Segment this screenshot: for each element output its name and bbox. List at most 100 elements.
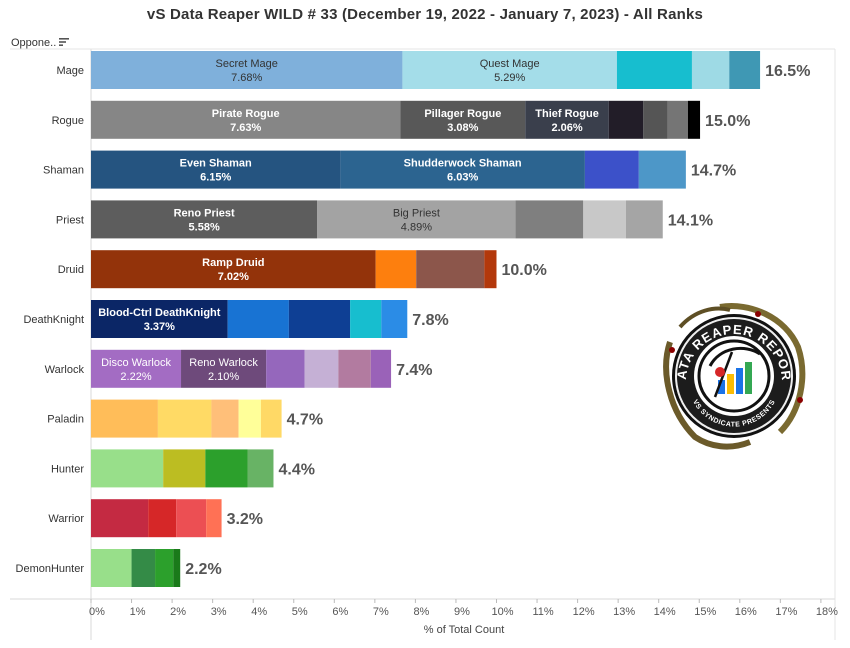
x-tick-label: 10% [491, 606, 513, 618]
segment-label: Reno Priest [174, 207, 235, 219]
segment-value-label: 2.10% [208, 371, 239, 383]
bar-segment[interactable] [91, 51, 403, 89]
x-tick-label: 8% [413, 606, 429, 618]
segment-value-label: 7.63% [230, 122, 261, 134]
row-total-label: 4.7% [287, 412, 323, 429]
row-label-paladin: Paladin [47, 414, 84, 426]
row-label-deathknight: DeathKnight [23, 314, 84, 326]
bar-segment[interactable] [400, 100, 526, 139]
bar-segment[interactable] [176, 499, 207, 538]
bar-segment[interactable] [625, 200, 663, 239]
bar-segment[interactable] [260, 399, 282, 438]
segment-value-label: 3.37% [144, 321, 175, 333]
row-total-label: 15.0% [705, 113, 750, 130]
x-axis-title: % of Total Count [424, 624, 505, 636]
row-label-priest: Priest [56, 214, 84, 226]
bar-segment[interactable] [91, 499, 149, 538]
segment-label: Shudderwock Shaman [404, 158, 522, 170]
segment-value-label: 7.02% [218, 271, 249, 283]
bar-segment[interactable] [91, 250, 376, 289]
segment-value-label: 5.58% [189, 221, 220, 233]
row-label-mage: Mage [56, 65, 84, 77]
x-tick-label: 0% [89, 606, 105, 618]
bar-segment[interactable] [416, 250, 485, 289]
bar-segment[interactable] [181, 349, 267, 388]
x-tick-label: 3% [211, 606, 227, 618]
bar-segment[interactable] [157, 399, 212, 438]
bar-segment[interactable] [91, 349, 182, 388]
bar-segment[interactable] [616, 51, 692, 89]
segment-label: Disco Warlock [101, 357, 171, 369]
segment-label: Blood-Ctrl DeathKnight [98, 307, 221, 319]
bar-segment[interactable] [687, 100, 701, 139]
bar-segment[interactable] [304, 349, 339, 388]
bar-segment[interactable] [375, 250, 417, 289]
x-tick-label: 7% [373, 606, 389, 618]
segment-value-label: 6.15% [200, 172, 231, 184]
row-label-warlock: Warlock [45, 364, 85, 376]
segment-label: Pirate Rogue [212, 108, 280, 120]
bar-segment[interactable] [238, 399, 261, 438]
data-reaper-report-logo: DATA REAPER REPORT VS SYNDICATE PRESENTS [660, 302, 806, 450]
row-label-hunter: Hunter [51, 463, 84, 475]
segment-value-label: 6.03% [447, 172, 478, 184]
bar-segment[interactable] [211, 399, 239, 438]
segment-value-label: 2.06% [551, 122, 582, 134]
row-total-label: 7.4% [396, 362, 432, 379]
bar-segment[interactable] [525, 100, 609, 139]
x-tick-label: 12% [573, 606, 595, 618]
bar-segment[interactable] [608, 100, 644, 139]
segment-label: Thief Rogue [535, 108, 599, 120]
bar-segment[interactable] [91, 449, 164, 488]
bar-segment[interactable] [317, 200, 516, 239]
bar-segment[interactable] [227, 300, 289, 338]
opponent-axis-header[interactable]: Oppone.. [11, 37, 57, 49]
bar-segment[interactable] [91, 150, 341, 189]
segment-label: Secret Mage [216, 58, 278, 70]
row-label-demonhunter: DemonHunter [16, 563, 85, 575]
bar-segment[interactable] [691, 51, 730, 89]
bar-segment[interactable] [173, 549, 181, 587]
row-total-label: 16.5% [765, 63, 810, 80]
bar-segment[interactable] [163, 449, 206, 488]
bar-segment[interactable] [338, 349, 371, 388]
bar-segment[interactable] [206, 499, 222, 538]
bar-segment[interactable] [288, 300, 351, 338]
bar-segment[interactable] [247, 449, 274, 488]
bar-segment[interactable] [402, 51, 617, 89]
row-total-label: 10.0% [502, 262, 547, 279]
x-tick-label: 6% [332, 606, 348, 618]
segment-value-label: 4.89% [401, 221, 432, 233]
bar-segment[interactable] [266, 349, 305, 388]
chart-title: vS Data Reaper WILD # 33 (December 19, 2… [146, 6, 704, 23]
row-total-label: 14.1% [668, 212, 713, 229]
bar-segment[interactable] [91, 399, 158, 438]
sort-icon[interactable] [58, 37, 70, 47]
x-tick-label: 11% [532, 606, 553, 618]
bar-segment[interactable] [484, 250, 497, 289]
bar-segment[interactable] [148, 499, 177, 538]
segment-label: Quest Mage [480, 58, 540, 70]
bar-segment[interactable] [91, 300, 228, 338]
bar-segment[interactable] [91, 100, 401, 139]
bar-segment[interactable] [340, 150, 585, 189]
segment-label: Even Shaman [180, 158, 252, 170]
bar-segment[interactable] [638, 150, 686, 189]
bar-segment[interactable] [91, 200, 318, 239]
bar-segment[interactable] [583, 200, 626, 239]
row-label-warrior: Warrior [48, 513, 84, 525]
bar-segment[interactable] [584, 150, 639, 189]
row-label-druid: Druid [58, 264, 84, 276]
bar-segment[interactable] [515, 200, 584, 239]
bar-segment[interactable] [667, 100, 688, 139]
bar-segment[interactable] [643, 100, 668, 139]
x-tick-label: 4% [251, 606, 267, 618]
bar-segment[interactable] [350, 300, 382, 338]
bar-segment[interactable] [131, 549, 156, 587]
bar-segment[interactable] [370, 349, 392, 388]
bar-segment[interactable] [205, 449, 248, 488]
bar-segment[interactable] [155, 549, 174, 587]
bar-segment[interactable] [91, 549, 132, 587]
bar-segment[interactable] [381, 300, 408, 338]
bar-segment[interactable] [729, 51, 761, 89]
